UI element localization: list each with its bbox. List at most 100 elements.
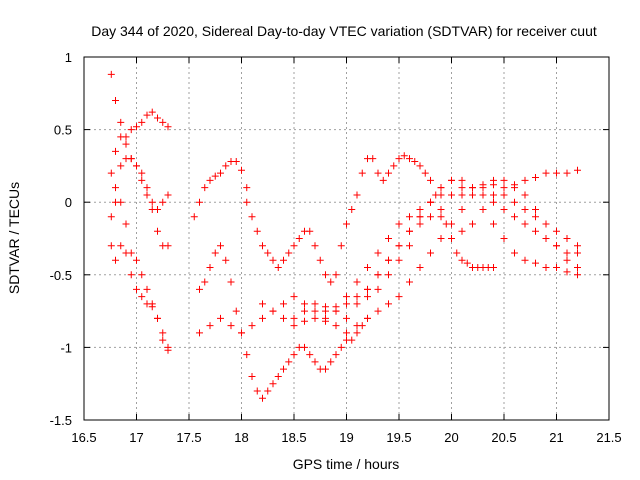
data-point xyxy=(437,184,445,192)
data-point xyxy=(138,293,146,301)
data-point xyxy=(133,162,140,170)
data-point xyxy=(117,133,125,141)
data-point xyxy=(490,198,497,206)
data-point xyxy=(133,123,140,131)
data-point xyxy=(301,317,308,325)
data-point xyxy=(448,220,455,228)
x-tick-label: 17.5 xyxy=(176,430,201,445)
data-point xyxy=(353,322,361,330)
data-point xyxy=(390,162,398,170)
data-point xyxy=(521,256,529,264)
data-point xyxy=(164,123,172,131)
series-track-5 xyxy=(112,184,172,351)
data-point xyxy=(206,176,214,184)
data-point xyxy=(138,169,146,177)
data-point xyxy=(238,329,245,337)
y-axis-label: SDTVAR / TECUs xyxy=(6,182,22,294)
data-point xyxy=(406,213,413,221)
data-point xyxy=(427,176,434,184)
x-tick-label: 21.5 xyxy=(596,430,621,445)
data-point xyxy=(337,242,345,250)
data-point xyxy=(107,70,115,78)
data-point xyxy=(322,365,329,373)
data-point xyxy=(154,114,161,122)
data-point xyxy=(164,343,172,351)
data-point xyxy=(437,235,445,242)
data-point xyxy=(532,174,539,182)
data-point xyxy=(458,191,466,199)
data-point xyxy=(448,176,455,184)
data-point xyxy=(343,220,350,228)
data-point xyxy=(332,271,340,279)
data-point xyxy=(337,343,345,351)
data-point xyxy=(458,227,466,235)
series-track-7 xyxy=(243,152,497,286)
data-point xyxy=(316,256,324,264)
data-point xyxy=(269,307,277,315)
data-point xyxy=(532,259,539,267)
data-point xyxy=(253,227,261,235)
series-track-4 xyxy=(107,242,172,354)
x-tick-label: 20.5 xyxy=(491,430,516,445)
x-tick-label: 16.5 xyxy=(71,430,96,445)
data-point xyxy=(479,205,487,213)
data-point xyxy=(327,278,335,286)
data-point xyxy=(107,213,115,221)
data-point xyxy=(238,166,245,174)
data-point xyxy=(117,242,125,250)
data-point xyxy=(406,155,413,163)
data-point xyxy=(143,184,151,192)
data-point xyxy=(311,307,319,315)
data-point xyxy=(227,278,235,286)
data-point xyxy=(563,235,571,242)
data-point xyxy=(259,242,266,250)
data-point xyxy=(406,242,413,250)
data-point xyxy=(437,213,445,221)
data-point xyxy=(127,249,135,257)
y-tick-label: 1 xyxy=(65,50,72,65)
data-point xyxy=(290,242,298,250)
x-tick-label: 18 xyxy=(234,430,248,445)
data-point xyxy=(117,162,125,170)
data-point xyxy=(232,307,240,315)
data-point xyxy=(322,307,329,315)
data-point xyxy=(348,336,356,344)
data-point xyxy=(406,278,413,286)
series-track-1 xyxy=(107,70,172,141)
data-point xyxy=(437,205,445,213)
x-tick-label: 18.5 xyxy=(281,430,306,445)
data-point xyxy=(107,242,115,250)
grid xyxy=(84,57,609,420)
data-point xyxy=(469,191,476,199)
data-point xyxy=(159,329,167,337)
data-point xyxy=(211,172,219,180)
data-point xyxy=(306,351,314,359)
data-point xyxy=(332,351,340,359)
data-point xyxy=(500,176,508,184)
data-point xyxy=(458,176,466,184)
data-point xyxy=(301,343,308,351)
data-point xyxy=(133,285,140,293)
data-point xyxy=(395,155,403,163)
x-tick-label: 17 xyxy=(129,430,143,445)
data-point xyxy=(374,271,382,279)
data-point xyxy=(343,314,350,322)
data-point xyxy=(190,213,198,221)
data-point xyxy=(364,314,371,322)
data-point xyxy=(343,293,350,301)
data-point xyxy=(280,300,287,308)
data-point xyxy=(280,314,287,322)
data-point xyxy=(269,380,277,388)
data-point xyxy=(385,169,392,177)
data-point xyxy=(232,158,240,166)
x-tick-label: 19 xyxy=(339,430,353,445)
data-point xyxy=(311,314,319,322)
data-point xyxy=(563,268,571,276)
data-point xyxy=(117,118,125,126)
data-point xyxy=(280,256,287,264)
y-tick-label: 0 xyxy=(65,195,72,210)
data-point xyxy=(264,387,272,395)
data-point xyxy=(259,394,266,402)
data-point xyxy=(490,264,497,272)
data-point xyxy=(290,314,298,322)
